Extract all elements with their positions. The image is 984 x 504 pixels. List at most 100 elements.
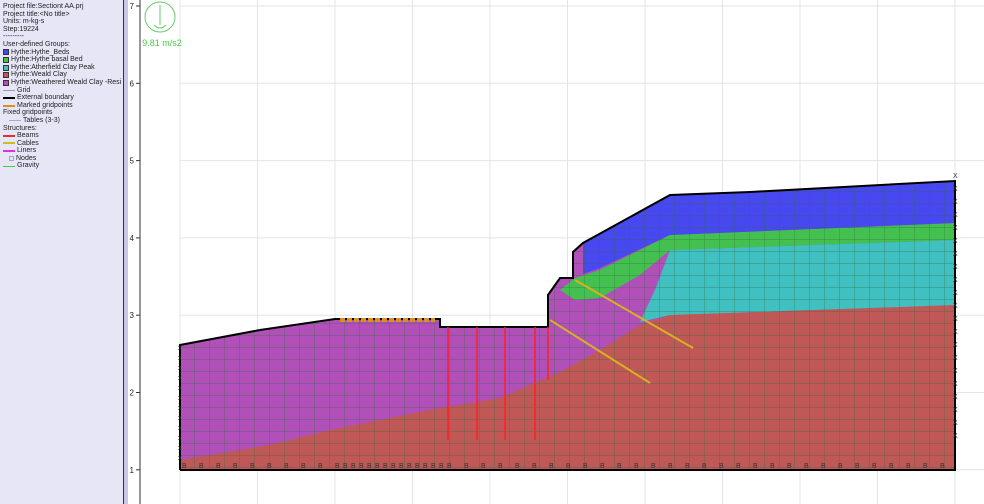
swatch-icon bbox=[3, 79, 9, 86]
y-tick-label: 1 bbox=[130, 466, 135, 475]
fixed-b-marker: B bbox=[199, 463, 204, 470]
fixed-b-marker: B bbox=[702, 463, 707, 470]
fixed-x-marker: x bbox=[178, 455, 182, 462]
fixed-b-marker: B bbox=[617, 463, 622, 470]
boundary-line-icon bbox=[3, 96, 15, 99]
gravity-icon bbox=[144, 1, 176, 33]
liner-line-icon bbox=[3, 150, 15, 153]
project-title: Project title:<No title> bbox=[3, 10, 70, 18]
fixed-b-marker: B bbox=[423, 463, 428, 470]
fixed-b-marker: B bbox=[753, 463, 758, 470]
group-label: Hythe:Atherfield Clay Peak bbox=[11, 63, 95, 71]
beam-line-icon bbox=[3, 134, 15, 137]
fixed-b-marker: B bbox=[301, 463, 306, 470]
group-label: Hythe:Weathered Weald Clay -Resi bbox=[11, 78, 122, 86]
fixed-b-marker: B bbox=[736, 463, 741, 470]
fixed-x-marker: x bbox=[178, 425, 182, 432]
structures-title: Structures: bbox=[3, 124, 37, 132]
y-tick-label: 4 bbox=[130, 234, 135, 243]
fixed-b-marker: B bbox=[787, 463, 792, 470]
legend-gravity: Gravity bbox=[3, 162, 123, 170]
cable-line-icon bbox=[3, 142, 15, 145]
legend-grid: Grid bbox=[3, 87, 123, 95]
fixed-x-marker: x bbox=[178, 385, 182, 392]
fixed-x-marker: x bbox=[178, 375, 182, 382]
table-line-icon bbox=[9, 120, 21, 122]
fixed-x-marker: X bbox=[953, 329, 958, 336]
fixed-b-marker: B bbox=[719, 463, 724, 470]
fixed-x-marker: X bbox=[953, 225, 958, 232]
legend-label: Gravity bbox=[17, 162, 40, 170]
fixed-x-marker: x bbox=[178, 345, 182, 352]
fixed-x-marker: X bbox=[953, 433, 958, 440]
swatch-icon bbox=[3, 49, 9, 56]
swatch-icon bbox=[3, 72, 9, 79]
fixed-x-marker: X bbox=[953, 381, 958, 388]
fixed-x-marker: x bbox=[178, 395, 182, 402]
legend-label: Liners bbox=[17, 147, 37, 155]
units: Units: m-kg-s bbox=[3, 18, 45, 26]
external-boundary bbox=[179, 179, 956, 471]
fixed-b-marker: B bbox=[343, 463, 348, 470]
fixed-x-marker: X bbox=[953, 368, 958, 375]
project-file: Project file:Sectiont AA.prj bbox=[3, 3, 84, 10]
fixed-b-marker: B bbox=[481, 463, 486, 470]
fixed-x-marker: X bbox=[953, 394, 958, 401]
legend-marked-gridpoints: Marked gridpoints bbox=[3, 102, 123, 110]
fixed-b-marker: B bbox=[685, 463, 690, 470]
fixed-b-marker: B bbox=[284, 463, 289, 470]
panel-splitter[interactable] bbox=[124, 0, 128, 504]
group-atherfield: Hythe:Atherfield Clay Peak bbox=[3, 64, 123, 72]
fixed-b-marker: B bbox=[250, 463, 255, 470]
fixed-b-marker: B bbox=[515, 463, 520, 470]
legend-nodes: Nodes bbox=[3, 155, 123, 163]
fixed-b-marker: B bbox=[464, 463, 469, 470]
gravity-line-icon bbox=[3, 165, 15, 167]
fixed-b-marker: B bbox=[267, 463, 272, 470]
legend-label: Cables bbox=[17, 139, 39, 147]
fixed-b-marker: B bbox=[600, 463, 605, 470]
fixed-b-marker: B bbox=[583, 463, 588, 470]
group-weathered-weald: Hythe:Weathered Weald Clay -Resi bbox=[3, 79, 123, 87]
fixed-b-marker: B bbox=[532, 463, 537, 470]
fixed-b-marker: B bbox=[804, 463, 809, 470]
group-label: Hythe:Hythe basal Bed bbox=[11, 56, 83, 64]
cable-1 bbox=[574, 279, 694, 349]
fixed-b-marker: B bbox=[872, 463, 877, 470]
legend-beams: Beams bbox=[3, 132, 123, 140]
fixed-x-marker: X bbox=[953, 199, 958, 206]
fixed-b-marker: B bbox=[439, 463, 444, 470]
fixed-x-marker: x bbox=[178, 445, 182, 452]
separator: --------- bbox=[3, 33, 24, 41]
fixed-x-marker: X bbox=[953, 407, 958, 414]
legend-fixed-gridpoints: Fixed gridpoints bbox=[3, 109, 53, 117]
legend-label: Marked gridpoints bbox=[17, 101, 73, 109]
groups-title: User-defined Groups: bbox=[3, 40, 70, 48]
fixed-b-marker: B bbox=[566, 463, 571, 470]
fixed-b-marker: B bbox=[770, 463, 775, 470]
fixed-x-marker: x bbox=[178, 405, 182, 412]
fixed-b-marker: B bbox=[233, 463, 238, 470]
fixed-x-marker: X bbox=[953, 303, 958, 310]
fixed-x-marker: X bbox=[953, 355, 958, 362]
fixed-x-marker: X bbox=[953, 238, 958, 245]
group-label: Hythe:Hythe_Beds bbox=[11, 48, 70, 56]
y-tick-label: 3 bbox=[130, 311, 135, 320]
legend-label: Nodes bbox=[16, 154, 37, 162]
gravity-indicator: 9.81 m/s2 bbox=[142, 1, 182, 48]
fixed-b-marker: B bbox=[889, 463, 894, 470]
node-icon bbox=[9, 156, 14, 162]
fixed-x-marker: X bbox=[953, 420, 958, 427]
fixed-b-marker: B bbox=[367, 463, 372, 470]
fixed-b-marker: B bbox=[359, 463, 364, 470]
fixed-b-marker: B bbox=[335, 463, 340, 470]
fixed-b-marker: B bbox=[855, 463, 860, 470]
legend-liners: Liners bbox=[3, 147, 123, 155]
fixed-x-marker: x bbox=[178, 365, 182, 372]
fixed-b-marker: B bbox=[216, 463, 221, 470]
fixed-b-marker: B bbox=[940, 463, 945, 470]
marked-gridpoint-icon bbox=[3, 104, 15, 107]
fixed-b-marker: B bbox=[182, 463, 187, 470]
